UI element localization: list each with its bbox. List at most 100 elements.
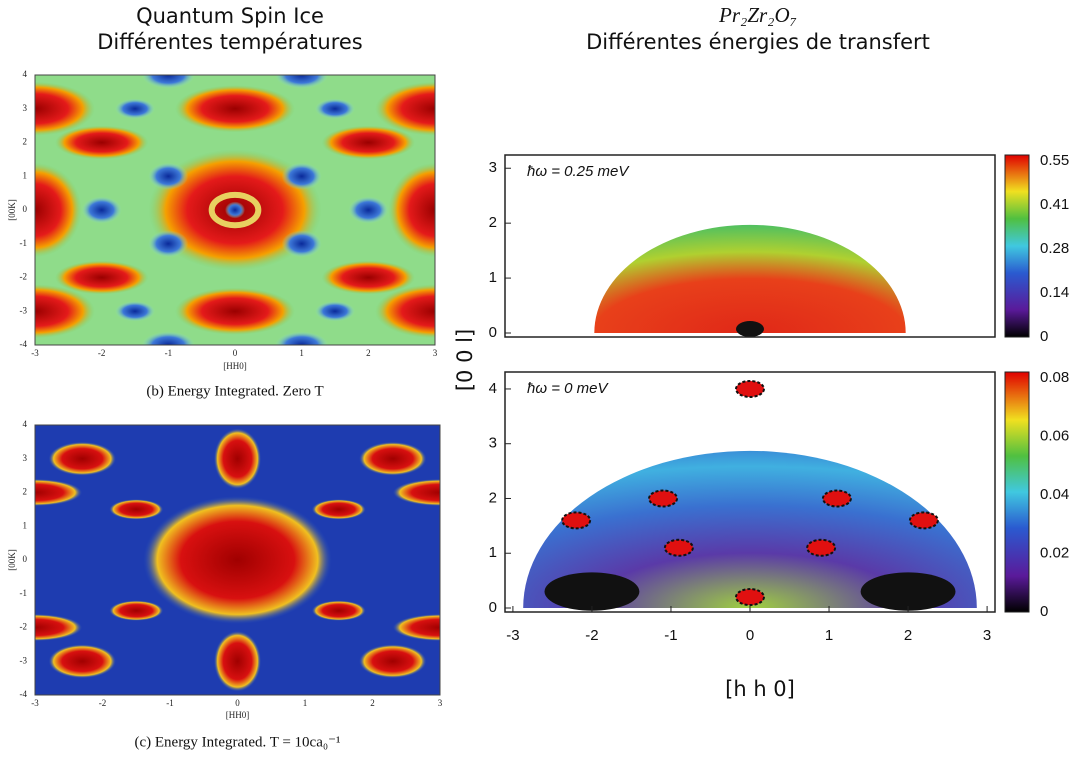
y-tick-label: 1 xyxy=(489,269,497,286)
hot-spot xyxy=(561,511,592,530)
y-tick-label: -4 xyxy=(20,689,28,699)
x-tick-label: -2 xyxy=(98,348,106,358)
hot-spot xyxy=(908,511,939,530)
heatmap xyxy=(35,425,440,695)
blob xyxy=(35,162,82,258)
x-tick-label: 2 xyxy=(366,348,371,358)
blob xyxy=(311,499,366,520)
frame xyxy=(34,424,441,696)
x-tick-label: 3 xyxy=(438,698,443,708)
blob xyxy=(35,614,83,641)
blob xyxy=(375,284,435,339)
y-tick-label: 0 xyxy=(23,204,28,214)
colorbar-tick-label: 0.14 xyxy=(1040,284,1069,301)
y-tick-label: -3 xyxy=(20,655,28,665)
colorbar-tick-label: 0 xyxy=(1040,328,1048,345)
colorbar-tick-label: 0.55 xyxy=(1040,152,1069,169)
colorbar xyxy=(1004,154,1030,338)
y-tick-label: -2 xyxy=(20,622,28,632)
ring xyxy=(208,191,262,229)
blob xyxy=(281,230,322,258)
frame xyxy=(504,154,996,338)
x-tick-label: 1 xyxy=(825,627,833,644)
x-tick-label: 0 xyxy=(233,348,238,358)
blob xyxy=(109,600,164,621)
hot-spot xyxy=(735,588,765,607)
blob xyxy=(388,162,435,258)
y-axis-label: [0 0 l] xyxy=(453,329,477,391)
blob xyxy=(148,230,189,258)
y-tick-label: 0 xyxy=(489,599,497,616)
x-tick-label: 2 xyxy=(370,698,375,708)
blob xyxy=(311,600,366,621)
x-tick-label: 1 xyxy=(303,698,308,708)
y-tick-label: -3 xyxy=(20,305,28,315)
y-tick-label: -1 xyxy=(20,588,28,598)
blob xyxy=(348,196,389,224)
blob xyxy=(225,201,245,219)
y-tick-label: 3 xyxy=(23,103,28,113)
caption: (b) Energy Integrated. Zero T xyxy=(146,383,323,399)
title: Pr₂Zr₂O₇ xyxy=(718,3,797,27)
blob xyxy=(275,331,329,345)
blob xyxy=(35,81,95,136)
heatmap xyxy=(35,75,435,345)
blob xyxy=(213,630,262,692)
blob xyxy=(275,75,329,89)
x-tick-label: 3 xyxy=(983,627,991,644)
x-tick-label: -3 xyxy=(31,698,39,708)
x-axis-label: [h h 0] xyxy=(725,677,795,701)
blob xyxy=(81,196,122,224)
colorbar-tick-label: 0.06 xyxy=(1040,427,1069,444)
y-tick-label: -1 xyxy=(20,238,28,248)
frame xyxy=(34,74,436,346)
x-tick-label: -3 xyxy=(31,348,39,358)
blob xyxy=(109,499,164,520)
blob xyxy=(392,614,440,641)
y-tick-label: -4 xyxy=(20,339,28,349)
y-tick-label: 2 xyxy=(23,137,28,147)
y-axis-label: [00K] xyxy=(7,199,17,221)
dark-region xyxy=(736,321,764,337)
blob xyxy=(115,98,155,119)
blob xyxy=(141,331,195,345)
hot-spot xyxy=(806,538,837,557)
blob xyxy=(359,441,427,476)
colorbar-tick-label: 0.28 xyxy=(1040,240,1069,257)
hot-spot xyxy=(663,538,694,557)
colorbar-tick-label: 0.02 xyxy=(1040,544,1069,561)
blob xyxy=(175,85,295,133)
intensity-map xyxy=(594,224,906,333)
x-tick-label: 1 xyxy=(299,348,304,358)
blob xyxy=(35,479,83,506)
y-tick-label: 0 xyxy=(23,554,28,564)
hot-spot xyxy=(821,489,852,508)
dark-region xyxy=(860,572,956,611)
caption: (c) Energy Integrated. T = 10ca₀⁻¹ xyxy=(134,734,340,750)
x-axis-label: [HH0] xyxy=(223,361,247,371)
x-tick-label: -2 xyxy=(585,627,598,644)
blob xyxy=(359,644,427,679)
y-axis-label: [00K] xyxy=(7,549,17,571)
x-tick-label: -1 xyxy=(165,348,173,358)
dark-region xyxy=(544,572,640,611)
blob xyxy=(143,495,332,625)
blob xyxy=(213,428,262,490)
y-tick-label: 3 xyxy=(489,435,497,452)
title: Différentes énergies de transfert xyxy=(586,30,930,54)
colorbar-tick-label: 0.08 xyxy=(1040,369,1069,386)
title: Différentes températures xyxy=(97,30,363,54)
y-tick-label: 3 xyxy=(23,453,28,463)
y-tick-label: 2 xyxy=(489,214,497,231)
blob xyxy=(115,301,155,322)
hot-spot xyxy=(648,489,679,508)
colorbar xyxy=(1004,371,1030,613)
y-tick-label: 3 xyxy=(489,159,497,176)
x-tick-label: -1 xyxy=(166,698,174,708)
blob xyxy=(315,98,355,119)
y-tick-label: 1 xyxy=(23,520,28,530)
colorbar-tick-label: 0 xyxy=(1040,603,1048,620)
title: Quantum Spin Ice xyxy=(136,4,324,28)
x-tick-label: -1 xyxy=(664,627,677,644)
blob xyxy=(175,287,295,335)
